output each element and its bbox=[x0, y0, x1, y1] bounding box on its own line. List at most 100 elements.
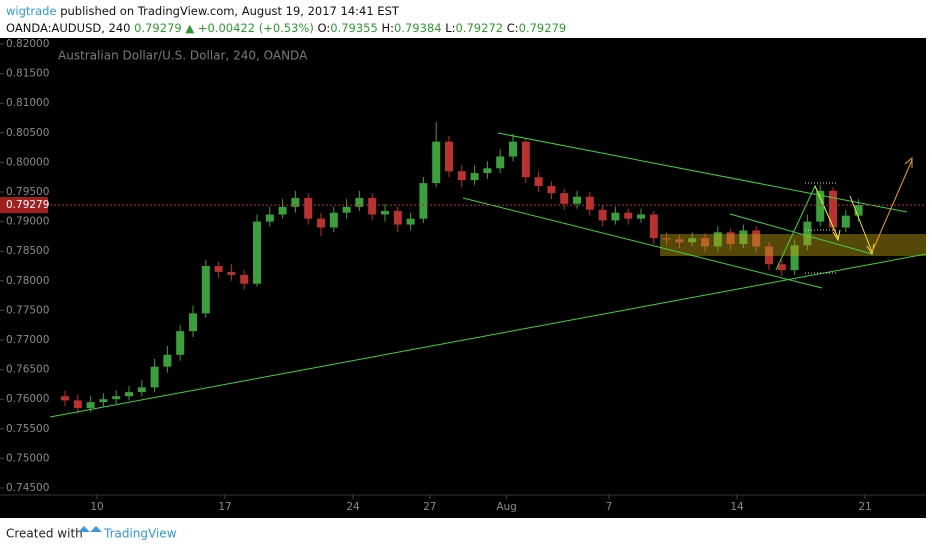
candle-body bbox=[598, 209, 607, 221]
candle-body bbox=[73, 400, 82, 409]
candle-body bbox=[688, 238, 697, 243]
x-tick-label: 10 bbox=[90, 501, 103, 513]
candle-body bbox=[496, 156, 505, 169]
candle-body bbox=[560, 193, 569, 204]
ohlc-value: 0.79355 bbox=[330, 21, 378, 35]
candle-body bbox=[317, 218, 325, 228]
candle-body bbox=[752, 230, 761, 247]
price-marker: 0.79279 bbox=[0, 197, 926, 214]
candle-body bbox=[841, 215, 850, 228]
arrow-head bbox=[866, 243, 875, 256]
candle-body bbox=[829, 190, 837, 228]
ohlc-value: 0.79272 bbox=[456, 21, 504, 35]
trend-line bbox=[729, 213, 873, 255]
x-tick-label: Aug bbox=[496, 501, 517, 513]
candle-body bbox=[509, 141, 517, 157]
change: ▲ +0.00422 (+0.53%) bbox=[185, 21, 314, 35]
ohlc-label: H: bbox=[381, 21, 394, 35]
candle-body bbox=[137, 387, 146, 393]
x-tick-label: 24 bbox=[346, 501, 360, 513]
candle-body bbox=[649, 214, 658, 239]
candle-body bbox=[675, 239, 684, 243]
candle-body bbox=[189, 313, 197, 332]
author: wigtrade bbox=[6, 4, 57, 18]
candle-body bbox=[470, 173, 479, 181]
candle-body bbox=[483, 168, 492, 174]
ohlc-label: L: bbox=[445, 21, 455, 35]
candle-body bbox=[790, 245, 799, 271]
zone bbox=[660, 234, 926, 256]
candle-body bbox=[112, 396, 121, 400]
candle-body bbox=[534, 177, 543, 187]
y-tick-label: 0.74500 bbox=[6, 482, 49, 494]
candle-body bbox=[803, 221, 812, 246]
candle-body bbox=[406, 218, 415, 225]
candle-body bbox=[214, 265, 223, 272]
candle-body bbox=[765, 246, 773, 265]
price: 0.79279 bbox=[134, 21, 182, 35]
candle-body bbox=[713, 232, 722, 247]
candle-body bbox=[457, 171, 466, 181]
y-tick-label: 0.80500 bbox=[6, 127, 49, 139]
candle-body bbox=[547, 186, 556, 194]
ohlc-value: 0.79384 bbox=[394, 21, 442, 35]
candle-body bbox=[201, 265, 210, 314]
arrow bbox=[849, 195, 873, 253]
y-tick-label: 0.75000 bbox=[6, 452, 49, 464]
symbol: OANDA:AUDUSD, 240 bbox=[6, 21, 130, 35]
y-tick-label: 0.78500 bbox=[6, 245, 49, 257]
last-price-box bbox=[0, 197, 48, 214]
candle-body bbox=[150, 366, 159, 388]
candle-body bbox=[521, 141, 530, 178]
candle-body bbox=[176, 331, 185, 355]
y-tick-label: 0.81500 bbox=[6, 68, 49, 80]
candle-body bbox=[573, 196, 581, 204]
candle-body bbox=[86, 402, 95, 409]
published: published on TradingView.com, August 19,… bbox=[60, 4, 400, 18]
y-tick-label: 0.77500 bbox=[6, 304, 49, 316]
candle-body bbox=[227, 271, 236, 275]
arrow-head bbox=[832, 229, 841, 242]
candle-body bbox=[304, 197, 313, 219]
candle-body bbox=[419, 183, 428, 219]
candle-body bbox=[739, 230, 748, 245]
candle-body bbox=[393, 210, 402, 225]
chart-title: Australian Dollar/U.S. Dollar, 240, OAND… bbox=[58, 49, 308, 63]
y-tick-label: 0.76500 bbox=[6, 364, 49, 376]
candle-body bbox=[726, 232, 735, 245]
y-tick-label: 0.76000 bbox=[6, 393, 49, 405]
ohlc-value: 0.79279 bbox=[519, 21, 567, 35]
footer-brand: TradingView bbox=[103, 527, 177, 541]
axes: 0.74500 0.75000 0.75500 0.76000 0.76500 0.770… bbox=[0, 38, 872, 513]
trend-line bbox=[497, 132, 908, 213]
header-line-2: OANDA:AUDUSD, 240 0.79279 ▲ +0.00422 (+0… bbox=[6, 21, 566, 35]
last-price-label: 0.79279 bbox=[6, 199, 49, 211]
candle-body bbox=[240, 274, 249, 284]
trend-line bbox=[462, 197, 823, 289]
candle-body bbox=[445, 141, 453, 172]
candle-body bbox=[368, 197, 377, 215]
candle-body bbox=[624, 212, 633, 219]
y-tick-label: 0.79000 bbox=[6, 216, 49, 228]
candle-body bbox=[265, 214, 274, 222]
candle-body bbox=[662, 238, 671, 240]
arrow bbox=[871, 159, 913, 253]
candle-body bbox=[611, 212, 620, 221]
candle-body bbox=[637, 214, 645, 219]
candle-body bbox=[163, 354, 172, 367]
arrow bbox=[814, 185, 839, 239]
x-tick-label: 21 bbox=[858, 501, 871, 513]
candle-body bbox=[854, 205, 863, 216]
logo bbox=[78, 526, 102, 532]
candle-body bbox=[278, 206, 287, 215]
header-line-1: wigtrade published on TradingView.com, A… bbox=[6, 4, 400, 18]
plot-background bbox=[0, 38, 926, 518]
candle-body bbox=[329, 212, 338, 228]
drawings bbox=[49, 132, 927, 418]
candle-body bbox=[253, 221, 261, 284]
y-tick-label: 0.79500 bbox=[6, 186, 49, 198]
y-tick-label: 0.80000 bbox=[6, 156, 49, 168]
candle-body bbox=[355, 197, 364, 207]
candle-body bbox=[381, 210, 389, 215]
y-tick-label: 0.78000 bbox=[6, 275, 49, 287]
